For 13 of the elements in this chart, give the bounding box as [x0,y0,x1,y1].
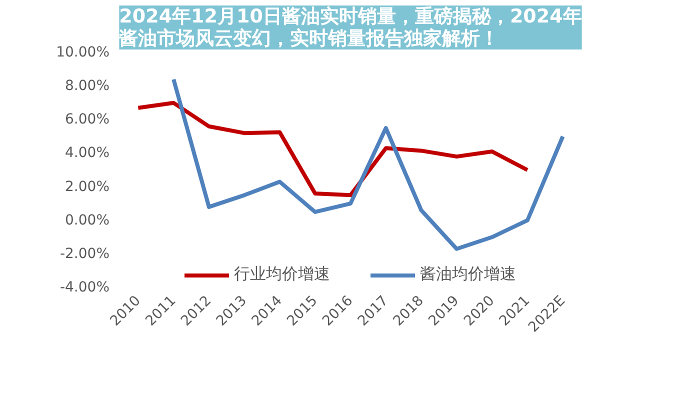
y-tick-label: 0.00% [65,212,110,228]
y-tick-label: 10.00% [56,44,110,60]
chart-title: 2024年12月10日酱油实时销量，重磅揭秘，2024年酱油市场风云变幻，实时销量报告独家解析！ [118,6,582,50]
y-tick-label: 8.00% [65,78,110,94]
y-tick-label: 2.00% [65,178,110,195]
legend-label: 行业均价增速 [234,264,330,285]
line-series [136,100,530,198]
line-series [172,77,565,251]
y-tick-label: -4.00% [60,280,110,296]
y-tick-label: 4.00% [65,145,110,162]
y-tick-label: -2.00% [60,246,110,262]
legend-label: 酱油均价增速 [420,264,516,285]
y-tick-label: 6.00% [65,112,110,128]
